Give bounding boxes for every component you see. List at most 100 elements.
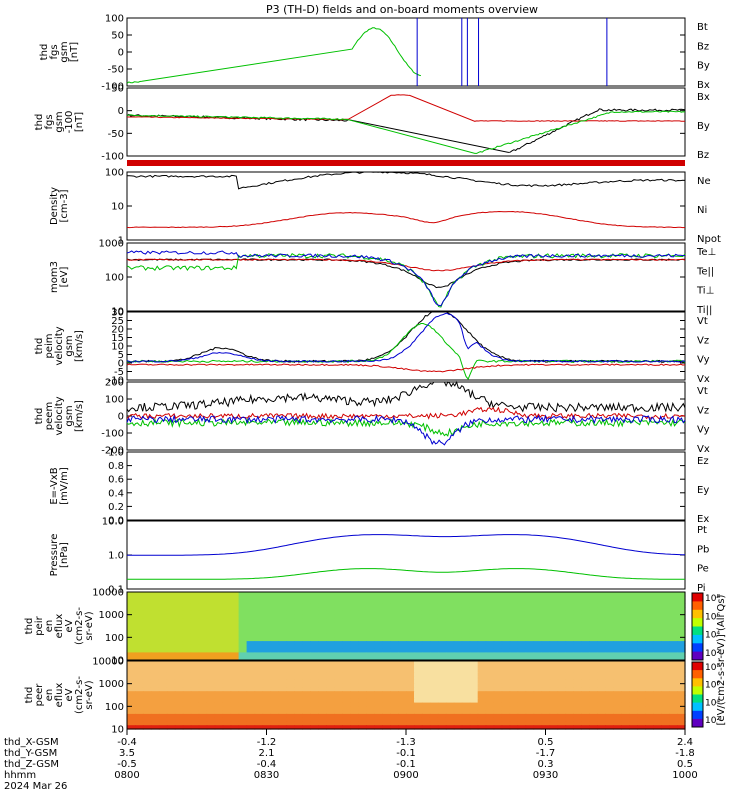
heatmap-cell xyxy=(501,687,511,692)
heatmap-cell xyxy=(142,592,152,597)
heatmap-cell xyxy=(174,710,184,715)
heatmap-cell xyxy=(135,633,144,638)
heatmap-cell xyxy=(414,695,423,700)
heatmap-cell xyxy=(230,595,240,601)
heatmap-cell xyxy=(477,637,487,642)
heatmap-cell xyxy=(669,683,678,689)
heatmap-cell xyxy=(334,661,343,666)
heatmap-cell xyxy=(549,695,559,700)
heatmap-cell xyxy=(501,698,511,704)
heatmap-cell xyxy=(127,637,136,642)
heatmap-cell xyxy=(581,664,590,670)
heatmap-cell xyxy=(677,672,686,677)
heatmap-cell xyxy=(517,664,527,670)
heatmap-cell xyxy=(342,672,351,677)
heatmap-cell xyxy=(174,721,184,726)
heatmap-cell xyxy=(230,637,240,642)
heatmap-cell xyxy=(517,698,527,704)
heatmap-cell xyxy=(485,672,495,677)
heatmap-cell xyxy=(262,618,272,623)
heatmap-cell xyxy=(166,641,176,646)
heatmap-cell xyxy=(318,698,327,704)
heatmap-cell xyxy=(517,717,527,723)
heatmap-cell xyxy=(190,679,200,685)
legend-entry: Vx xyxy=(697,444,710,455)
heatmap-cell xyxy=(246,668,256,673)
heatmap-cell xyxy=(429,664,439,670)
heatmap-cell xyxy=(318,603,327,608)
heatmap-cell xyxy=(150,622,160,627)
heatmap-cell xyxy=(406,603,415,608)
heatmap-cell xyxy=(565,641,574,646)
heatmap-cell xyxy=(142,672,152,677)
heatmap-cell xyxy=(262,641,272,646)
heatmap-cell xyxy=(270,668,280,673)
heatmap-cell xyxy=(469,648,479,654)
heatmap-cell xyxy=(605,614,614,620)
heatmap-cell xyxy=(469,687,479,692)
heatmap-cell xyxy=(589,656,598,661)
heatmap-cell xyxy=(589,687,598,692)
heatmap-cell xyxy=(469,652,479,657)
heatmap-cell xyxy=(214,668,224,673)
heatmap-cell xyxy=(605,691,614,696)
heatmap-cell xyxy=(629,614,638,620)
series-pi xyxy=(127,534,686,556)
heatmap-cell xyxy=(398,618,407,623)
heatmap-cell xyxy=(605,702,614,707)
heatmap-cell xyxy=(190,614,200,620)
heatmap-cell xyxy=(437,725,447,730)
heatmap-cell xyxy=(166,664,176,670)
heatmap-cell xyxy=(374,648,383,654)
heatmap-cell xyxy=(453,641,463,646)
heatmap-cell xyxy=(206,607,216,612)
heatmap-cell xyxy=(334,656,343,661)
heatmap-cell xyxy=(150,595,160,601)
legend-entry: Bt xyxy=(697,22,708,33)
heatmap-cell xyxy=(262,633,272,638)
heatmap-cell xyxy=(461,721,471,726)
heatmap-cell xyxy=(485,687,495,692)
heatmap-cell xyxy=(326,676,335,681)
heatmap-cell xyxy=(246,633,256,638)
heatmap-cell xyxy=(485,633,495,638)
heatmap-cell xyxy=(150,713,160,719)
heatmap-cell xyxy=(294,661,303,666)
heatmap-cell xyxy=(437,679,447,685)
heatmap-cell xyxy=(398,683,407,689)
heatmap-cell xyxy=(206,637,216,642)
heatmap-cell xyxy=(453,614,463,620)
heatmap-cell xyxy=(629,706,638,711)
panel-frame xyxy=(126,451,686,521)
heatmap-cell xyxy=(326,656,335,661)
heatmap-cell xyxy=(294,599,303,604)
heatmap-cell xyxy=(358,614,367,620)
heatmap-cell xyxy=(421,607,431,612)
heatmap-cell xyxy=(621,652,630,657)
heatmap-cell xyxy=(158,717,168,723)
heatmap-cell xyxy=(246,629,256,635)
heatmap-cell xyxy=(549,633,559,638)
heatmap-cell xyxy=(382,629,391,635)
heatmap-cell xyxy=(469,717,479,723)
heatmap-cell xyxy=(406,618,415,623)
heatmap-cell xyxy=(174,683,184,689)
heatmap-cell xyxy=(477,710,487,715)
heatmap-cell xyxy=(621,644,630,650)
heatmap-cell xyxy=(174,725,184,730)
heatmap-cell xyxy=(525,648,535,654)
heatmap-cell xyxy=(565,633,574,638)
heatmap-cell xyxy=(517,644,527,650)
heatmap-cell xyxy=(174,614,184,620)
heatmap-cell xyxy=(238,661,248,666)
heatmap-cell xyxy=(406,610,415,616)
heatmap-cell xyxy=(557,713,567,719)
heatmap-cell xyxy=(326,595,335,601)
heatmap-cell xyxy=(198,607,208,612)
y-axis-label: peir xyxy=(34,615,45,635)
heatmap-cell xyxy=(270,641,280,646)
heatmap-cell xyxy=(453,672,463,677)
heatmap-cell xyxy=(398,603,407,608)
heatmap-cell xyxy=(421,679,431,685)
